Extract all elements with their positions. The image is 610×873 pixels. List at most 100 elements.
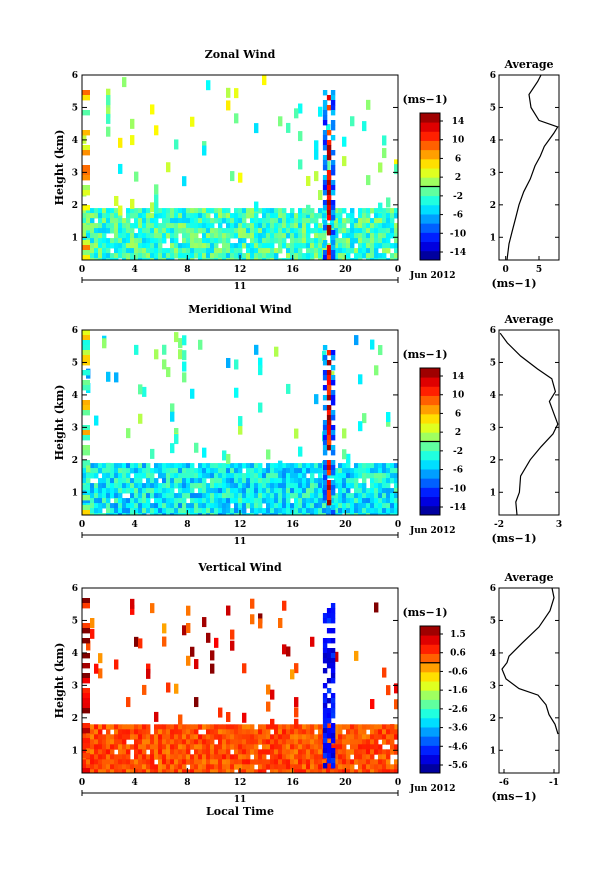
heatmap-cell [358, 208, 363, 214]
heatmap-cell [374, 729, 379, 735]
heatmap-cell [114, 243, 119, 249]
heatmap-cell [302, 218, 307, 224]
heatmap-cell [86, 759, 91, 765]
heatmap-cell [182, 473, 187, 479]
heatmap-cell [242, 663, 247, 674]
heatmap-cell [238, 749, 243, 755]
heatmap-cell [386, 759, 391, 765]
heatmap-cell [94, 483, 99, 489]
profile-line [499, 332, 559, 516]
heatmap-cell [178, 508, 183, 514]
heatmap-cell [338, 243, 343, 249]
heatmap-cell [386, 513, 391, 515]
heatmap-cell [150, 473, 155, 479]
heatmap-cell [282, 759, 287, 765]
heatmap-cell [250, 253, 255, 259]
heatmap-cell [302, 208, 307, 214]
heatmap-cell [378, 243, 383, 249]
heatmap-cell [366, 253, 371, 259]
heatmap-cell [378, 513, 383, 515]
heatmap-cell [162, 498, 167, 504]
heatmap-cell [206, 248, 211, 254]
heatmap-cell [254, 739, 259, 745]
heatmap-cell [386, 764, 391, 770]
heatmap-cell [110, 478, 115, 484]
heatmap-cell [310, 213, 315, 219]
heatmap-cell [202, 493, 207, 499]
heatmap-cell [258, 488, 263, 494]
heatmap-cell [178, 734, 183, 740]
heatmap-cell [146, 258, 151, 260]
heatmap-cell [294, 764, 299, 770]
x-tick-label: 0 [79, 520, 85, 530]
heatmap-cell [178, 243, 183, 249]
heatmap-cell [330, 170, 336, 176]
heatmap-cell [238, 729, 243, 735]
heatmap-cell [154, 498, 159, 504]
heatmap-cell [98, 488, 103, 494]
heatmap-cell [114, 218, 119, 224]
heatmap-cell [394, 243, 398, 249]
heatmap-cell [142, 759, 147, 765]
heatmap-cell [178, 473, 183, 479]
heatmap-cell [130, 213, 135, 219]
heatmap-cell [262, 739, 267, 745]
heatmap-cell [274, 759, 279, 765]
heatmap-cell [218, 208, 223, 214]
heatmap-cell [258, 613, 263, 624]
heatmap-cell [334, 729, 339, 735]
heatmap-cell [318, 253, 323, 259]
heatmap-cell [110, 759, 115, 765]
heatmap-cell [310, 744, 315, 750]
heatmap-cell [150, 508, 155, 514]
heatmap-cell [134, 508, 139, 514]
heatmap-cell [238, 172, 243, 183]
heatmap-cell [258, 238, 263, 244]
heatmap-cell [342, 488, 347, 494]
heatmap-cell [98, 213, 103, 219]
heatmap-cell [246, 724, 251, 730]
heatmap-cell [94, 513, 99, 515]
y-tick-label: 1 [72, 233, 78, 243]
heatmap-cell [158, 503, 163, 509]
heatmap-cell [310, 208, 315, 214]
colorbar-segment [420, 241, 440, 252]
heatmap-cell [330, 450, 336, 456]
colorbar-segment [420, 662, 440, 673]
heatmap-cell [162, 724, 167, 730]
heatmap-cell [170, 493, 175, 499]
heatmap-cell [202, 473, 207, 479]
heatmap-cell [258, 402, 263, 413]
heatmap-cell [354, 503, 359, 509]
heatmap-cell [126, 238, 131, 244]
heatmap-cell [254, 734, 259, 740]
heatmap-cell [326, 130, 332, 136]
heatmap-cell [298, 258, 303, 260]
colorbar-segment [420, 395, 440, 406]
heatmap-cell [82, 335, 90, 341]
heatmap-cell [190, 228, 195, 234]
heatmap-cell [166, 734, 171, 740]
heatmap-cell [202, 724, 207, 730]
heatmap-cell [218, 463, 223, 469]
heatmap-cell [126, 258, 131, 260]
heatmap-cell [326, 180, 332, 186]
heatmap-cell [226, 357, 231, 368]
heatmap-cell [150, 744, 155, 750]
heatmap-cell [330, 505, 336, 511]
heatmap-cell [90, 493, 95, 499]
heatmap-cell [322, 723, 328, 729]
heatmap-cell [386, 483, 391, 489]
heatmap-cell [166, 478, 171, 484]
heatmap-cell [118, 754, 123, 760]
heatmap-cell [178, 248, 183, 254]
heatmap-cell [394, 508, 398, 514]
heatmap-cell [202, 248, 207, 254]
heatmap-cell [118, 238, 123, 244]
heatmap-cell [230, 253, 235, 259]
heatmap-cell [254, 744, 259, 750]
heatmap-cell [162, 344, 167, 355]
heatmap-cell [366, 754, 371, 760]
heatmap-cell [326, 145, 332, 151]
heatmap-cell [102, 228, 107, 234]
